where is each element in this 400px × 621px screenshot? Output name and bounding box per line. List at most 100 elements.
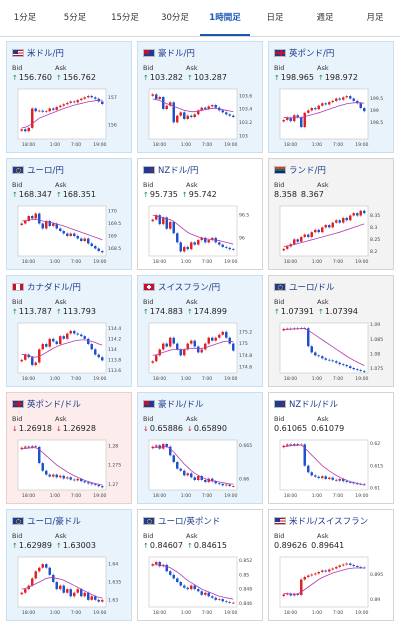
candle-body	[83, 592, 86, 597]
currency-pair-card[interactable]: 豪ドル/ドル Bid Ask ↓ 0.65886 ↓ 0.65890 0.665 0.…	[137, 392, 263, 504]
x-tick-label: 19:00	[355, 259, 368, 265]
candle-body	[331, 477, 334, 480]
currency-pair-card[interactable]: NZドル/ドル Bid Ask 0.61065 0.61079 0.62 0.61…	[268, 392, 394, 504]
ask-value: 0.89641	[311, 541, 345, 550]
currency-pair-card[interactable]: 豪ドル/円 Bid Ask ↑ 103.282 ↑ 103.287 103.6 103…	[137, 41, 263, 153]
candle-body	[328, 477, 331, 479]
us-flag-icon	[12, 48, 24, 57]
candle-body	[363, 370, 366, 372]
currency-pair-card[interactable]: NZドル/円 Bid Ask ↑ 95.735 ↑ 95.742 96.5 96 18:…	[137, 158, 263, 270]
tab-15min[interactable]: 15分足	[111, 13, 139, 23]
price-chart[interactable]: 199.5 199 198.5 18:00 1:00 7:00 19:00	[274, 86, 390, 149]
price-chart[interactable]: 103.6 103.4 103.2 103 18:00 1:00 7:00 19:00	[143, 86, 259, 149]
tab-1min[interactable]: 1分足	[13, 13, 37, 23]
pair-name[interactable]: NZドル/ドル	[289, 399, 339, 410]
tab-5min[interactable]: 5分足	[63, 13, 87, 23]
price-chart[interactable]: 0.62 0.615 0.61 18:00 1:00 7:00 19:00	[274, 437, 390, 500]
currency-pair-card[interactable]: カナダドル/円 Bid Ask ↑ 113.787 ↑ 113.793 114.4 1…	[6, 275, 132, 387]
candle-body	[228, 114, 231, 116]
tab-monthly[interactable]: 月足	[366, 13, 384, 23]
candle-body	[38, 567, 41, 572]
y-tick-label: 199	[370, 108, 379, 114]
candle-body	[218, 242, 221, 245]
price-chart[interactable]: 175.2 175 174.8 174.6 18:00 1:00 7:00 19:00	[143, 320, 259, 383]
y-tick-label: 113.8	[108, 357, 121, 363]
price-chart[interactable]: 0.852 0.85 0.848 0.846 18:00 1:00 7:00 19:00	[143, 554, 259, 617]
x-tick-label: 1:00	[181, 142, 191, 148]
currency-pair-card[interactable]: ユーロ/英ポンド Bid Ask ↑ 0.84607 ↑ 0.84615 0.852…	[137, 509, 263, 621]
price-chart[interactable]: 0.895 0.89 18:00 1:00 7:00 19:00	[274, 554, 390, 617]
candle-body	[338, 362, 341, 365]
tab-weekly[interactable]: 週足	[316, 13, 334, 23]
price-chart[interactable]: 96.5 96 18:00 1:00 7:00 19:00	[143, 203, 259, 266]
candle-body	[20, 592, 23, 595]
candle-body	[20, 129, 23, 131]
pair-name[interactable]: ユーロ/円	[27, 165, 64, 176]
candle-body	[221, 484, 224, 486]
candle-body	[363, 210, 366, 214]
bid-value: 168.347	[18, 190, 52, 199]
up-arrow-icon: ↑	[143, 541, 149, 550]
candle-body	[314, 573, 317, 575]
currency-pair-card[interactable]: ユーロ/豪ドル Bid Ask ↑ 1.62989 ↑ 1.63003 1.64 1.…	[6, 509, 132, 621]
currency-pair-card[interactable]: ランド/円 Bid Ask 8.358 8.367 8.35 8.3 8.25 8.2…	[268, 158, 394, 270]
pair-name[interactable]: 英ポンド/円	[289, 48, 335, 59]
currency-pair-card[interactable]: 米ドル/円 Bid Ask ↑ 156.760 ↑ 156.762 157 156 18…	[6, 41, 132, 153]
currency-pair-card[interactable]: ユーロ/ドル Bid Ask ↑ 1.07391 ↑ 1.07394 1.09 1.0…	[268, 275, 394, 387]
candle-body	[62, 585, 65, 593]
candle-body	[101, 101, 104, 104]
candle-body	[69, 233, 72, 236]
pair-name[interactable]: カナダドル/円	[27, 282, 81, 293]
ask-value: 95.742	[188, 190, 217, 199]
pair-name[interactable]: 米ドル/スイスフラン	[289, 516, 369, 527]
tab-1hour[interactable]: 1時間足	[200, 0, 250, 36]
tab-30min[interactable]: 30分足	[161, 13, 189, 23]
pair-name[interactable]: NZドル/円	[158, 165, 199, 176]
candle-body	[331, 360, 334, 362]
price-chart[interactable]: 0.665 0.66 18:00 1:00 7:00 19:00	[143, 437, 259, 500]
ask-value: 113.793	[62, 307, 96, 316]
price-chart[interactable]: 157 156 18:00 1:00 7:00 19:00	[12, 86, 128, 149]
candle-body	[338, 220, 341, 223]
bid-label: Bid	[12, 181, 23, 189]
candle-body	[162, 343, 165, 350]
bid-value: 0.89626	[274, 541, 308, 550]
currency-pair-card[interactable]: 英ポンド/ドル Bid Ask ↓ 1.26918 ↓ 1.26928 1.28 1.…	[6, 392, 132, 504]
currency-pair-card[interactable]: スイスフラン/円 Bid Ask ↑ 174.883 ↑ 174.899 175.2…	[137, 275, 263, 387]
candle-body	[97, 599, 100, 602]
candle-body	[289, 593, 292, 596]
x-tick-label: 1:00	[312, 259, 322, 265]
tab-daily[interactable]: 日足	[266, 13, 284, 23]
price-chart[interactable]: 1.64 1.635 1.63 18:00 1:00 7:00 19:00	[12, 554, 128, 617]
pair-name[interactable]: 豪ドル/ドル	[158, 399, 204, 410]
currency-pair-card[interactable]: 英ポンド/円 Bid Ask ↑ 198.965 ↑ 198.972 199.5 19…	[268, 41, 394, 153]
price-chart[interactable]: 114.4 114.2 114 113.8 113.6 18:00 1:00 7:00 19:0…	[12, 320, 128, 383]
candle-body	[200, 237, 203, 241]
pair-name[interactable]: 英ポンド/ドル	[27, 399, 81, 410]
pair-name[interactable]: スイスフラン/円	[158, 282, 221, 293]
pair-name[interactable]: ランド/円	[289, 165, 326, 176]
pair-name[interactable]: 豪ドル/円	[158, 48, 195, 59]
currency-pair-card[interactable]: ユーロ/円 Bid Ask ↑ 168.347 ↑ 168.351 170 169.5…	[6, 158, 132, 270]
ask-label: Ask	[55, 64, 67, 72]
price-chart[interactable]: 1.28 1.275 1.27 18:00 1:00 7:00 19:00	[12, 437, 128, 500]
price-chart[interactable]: 1.09 1.085 1.08 1.075 18:00 1:00 7:00 19:00	[274, 320, 390, 383]
candle-body	[66, 589, 69, 593]
candle-body	[345, 563, 348, 565]
x-tick-label: 7:00	[202, 142, 212, 148]
currency-pair-card[interactable]: 米ドル/スイスフラン Bid Ask 0.89626 0.89641 0.895…	[268, 509, 394, 621]
candle-body	[363, 108, 366, 112]
quote-values: 8.358 8.367	[274, 189, 328, 200]
pair-title: 英ポンド/円	[274, 46, 334, 59]
price-chart[interactable]: 170 169.5 169 168.5 18:00 1:00 7:00 19:00	[12, 203, 128, 266]
x-tick-label: 19:00	[224, 376, 237, 382]
candle-body	[169, 571, 172, 575]
down-arrow-icon: ↓	[186, 424, 193, 433]
candle-body	[172, 574, 175, 579]
pair-name[interactable]: ユーロ/英ポンド	[158, 516, 221, 527]
x-tick-label: 7:00	[202, 610, 212, 616]
price-chart[interactable]: 8.35 8.3 8.25 8.2 18:00 1:00 7:00 19:00	[274, 203, 390, 266]
pair-name[interactable]: ユーロ/豪ドル	[27, 516, 81, 527]
pair-name[interactable]: ユーロ/ドル	[289, 282, 335, 293]
pair-name[interactable]: 米ドル/円	[27, 48, 64, 59]
